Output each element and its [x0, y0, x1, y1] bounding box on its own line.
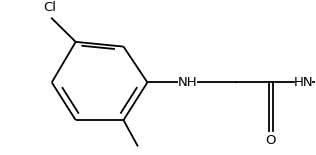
Text: O: O [265, 134, 276, 147]
Text: HN: HN [294, 76, 313, 89]
Text: NH: NH [177, 76, 197, 89]
Text: Cl: Cl [44, 1, 57, 14]
